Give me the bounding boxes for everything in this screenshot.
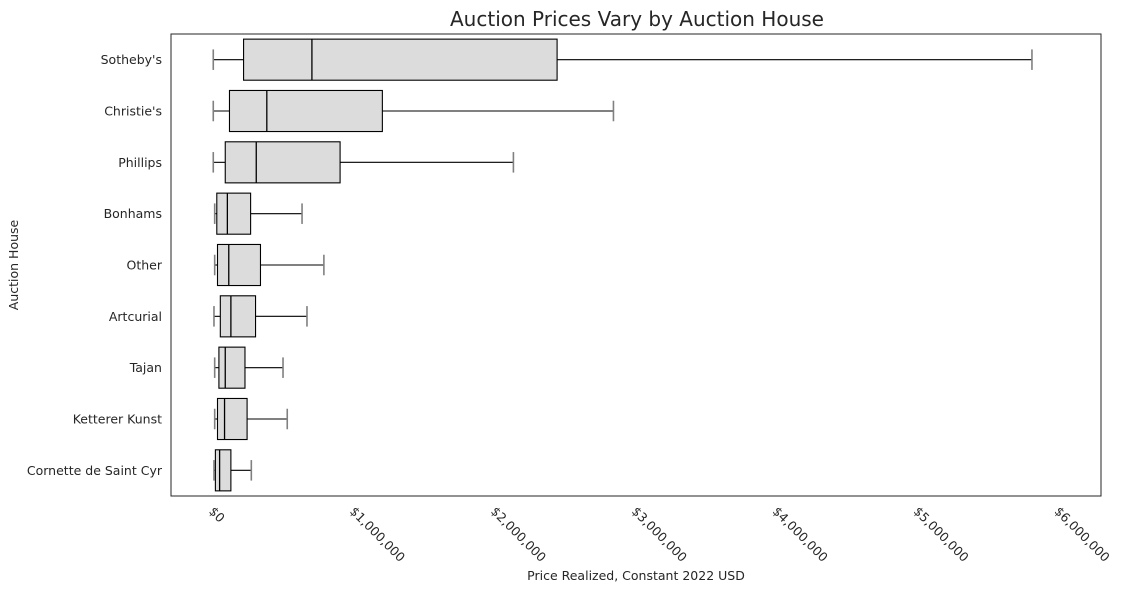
box-group (213, 397, 289, 441)
x-tick-label: $1,000,000 (347, 504, 408, 565)
boxes-layer (212, 38, 1033, 492)
x-tick-label: $4,000,000 (770, 504, 831, 565)
x-tick-label: $6,000,000 (1052, 504, 1113, 565)
y-tick-label: Tajan (129, 360, 162, 375)
y-tick-label: Cornette de Saint Cyr (27, 463, 163, 478)
x-tick-label: $2,000,000 (488, 504, 549, 565)
x-tick-label: $0 (206, 504, 228, 526)
y-axis-ticks: Sotheby's Christie's Phillips Bonhams Other A… (27, 52, 163, 478)
y-tick-label: Ketterer Kunst (73, 412, 162, 427)
box-group (213, 346, 284, 389)
box-group (213, 243, 325, 287)
iqr-box (228, 89, 383, 133)
x-tick-label: $5,000,000 (911, 504, 972, 565)
iqr-box (219, 295, 257, 338)
iqr-box (216, 397, 248, 441)
iqr-box (216, 243, 262, 287)
y-tick-label: Bonhams (104, 206, 162, 221)
plot-frame (170, 33, 1102, 497)
chart-title: Auction Prices Vary by Auction House (450, 7, 824, 31)
box-group (213, 449, 253, 492)
iqr-box (243, 38, 558, 81)
iqr-box (218, 346, 246, 389)
iqr-box (224, 141, 341, 184)
box-group (212, 38, 1033, 81)
y-tick-label: Other (127, 258, 163, 273)
y-tick-label: Artcurial (109, 309, 162, 324)
y-tick-label: Sotheby's (101, 52, 162, 67)
x-axis-ticks: $0 $1,000,000 $2,000,000 $3,000,000 $4,000,0… (206, 504, 1113, 565)
iqr-box (214, 449, 232, 492)
iqr-box (216, 192, 252, 235)
y-tick-label: Christie's (104, 104, 162, 119)
x-tick-label: $3,000,000 (629, 504, 690, 565)
box-group (213, 295, 308, 338)
box-group (213, 192, 303, 235)
x-axis-label: Price Realized, Constant 2022 USD (527, 568, 745, 583)
y-axis-label: Auction House (6, 219, 21, 310)
box-group (212, 141, 515, 184)
box-group (212, 89, 615, 133)
y-tick-label: Phillips (118, 155, 162, 170)
